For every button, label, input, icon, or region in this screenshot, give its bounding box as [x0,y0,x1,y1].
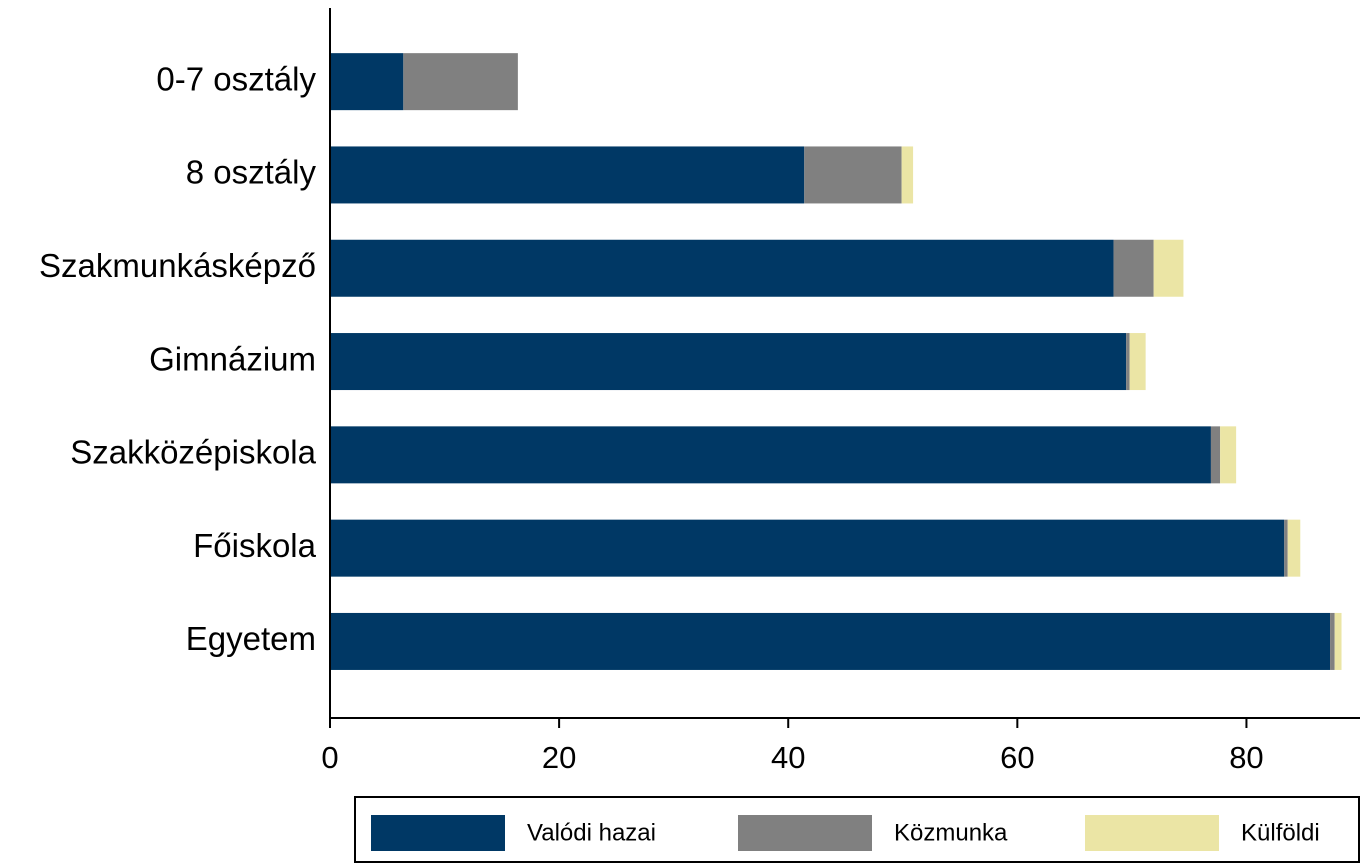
bar-segment [1287,519,1301,577]
bar-segment [330,333,1127,391]
bar-segment [330,239,1114,297]
bar-segment [330,519,1285,577]
x-tick-label: 40 [771,740,805,775]
bar-segment [330,146,805,204]
bar-segment [1113,239,1154,297]
y-tick-label: Főiskola [193,527,317,564]
y-tick-label: Egyetem [186,620,316,657]
x-tick-label: 80 [1229,740,1263,775]
bar-segment [403,53,518,111]
bar-segment [1220,426,1237,484]
legend-box [354,796,1360,863]
y-tick-label: Szakmunkásképző [39,247,316,284]
legend-swatch [738,815,872,851]
y-tick-label: Gimnázium [149,340,316,377]
bar-segment [330,53,404,111]
x-tick-label: 60 [1000,740,1034,775]
legend-swatch [1085,815,1219,851]
bar-segment [1334,612,1342,670]
y-tick-label: 8 osztály [186,154,317,191]
legend-swatch [371,815,505,851]
bar-segment [901,146,914,204]
legend-label: Valódi hazai [527,819,656,846]
bar-segment [1330,612,1335,670]
legend-label: Közmunka [894,819,1008,846]
x-tick-label: 0 [321,740,338,775]
bar-segment [1153,239,1184,297]
legend-label: Külföldi [1241,819,1320,846]
x-tick-label: 20 [542,740,576,775]
bar-segment [1284,519,1288,577]
bar-segment [804,146,902,204]
y-tick-label: Szakközépiskola [70,434,316,471]
bar-segment [330,612,1331,670]
bar-segment [1126,333,1130,391]
bar-segment [330,426,1211,484]
y-tick-label: 0-7 osztály [156,60,316,97]
bar-segment [1210,426,1221,484]
bar-segment [1129,333,1146,391]
